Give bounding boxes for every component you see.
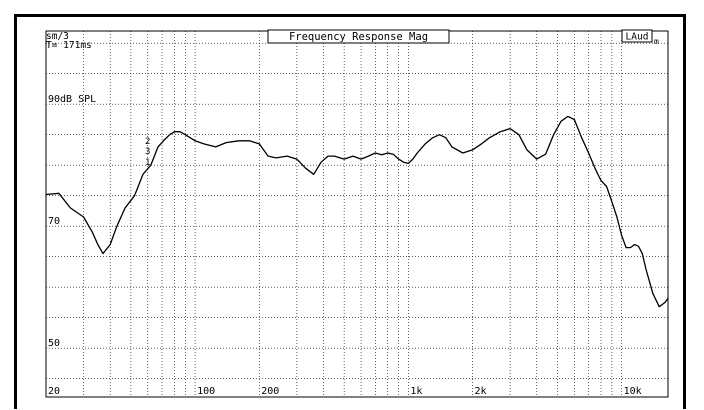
x-tick-label: 20 — [48, 386, 60, 397]
y-tick-label: 90dB SPL — [48, 94, 96, 105]
badge-subscript: m — [654, 37, 659, 46]
badge-box — [621, 29, 653, 43]
badge-label: LAud — [626, 32, 649, 43]
chart-title: Frequency Response Mag — [289, 31, 428, 43]
x-tick-label: 10k — [624, 386, 642, 397]
x-tick-label: 100 — [197, 386, 215, 397]
smoothing-label: sm/3 — [46, 31, 69, 42]
series-line-frequency-response — [45, 115, 669, 308]
title-box — [267, 29, 450, 44]
time-window-label: T= 171ms — [46, 40, 92, 51]
x-tick-label: 2k — [475, 386, 487, 397]
plot-border — [45, 30, 669, 398]
y-tick-label: 70 — [48, 216, 60, 227]
y-tick-label: 50 — [48, 338, 60, 349]
cursor-marker: 1 — [145, 158, 150, 168]
cursor-marker: 3 — [145, 147, 150, 157]
cursor-marker: 2 — [145, 137, 150, 147]
frequency-response-chart: 90dB SPL 70 50 20 100 200 1k 2k 10k 231 sm/3 T=… — [45, 29, 669, 398]
x-tick-label: 200 — [261, 386, 279, 397]
x-tick-label: 1k — [410, 386, 422, 397]
grid — [46, 31, 668, 397]
